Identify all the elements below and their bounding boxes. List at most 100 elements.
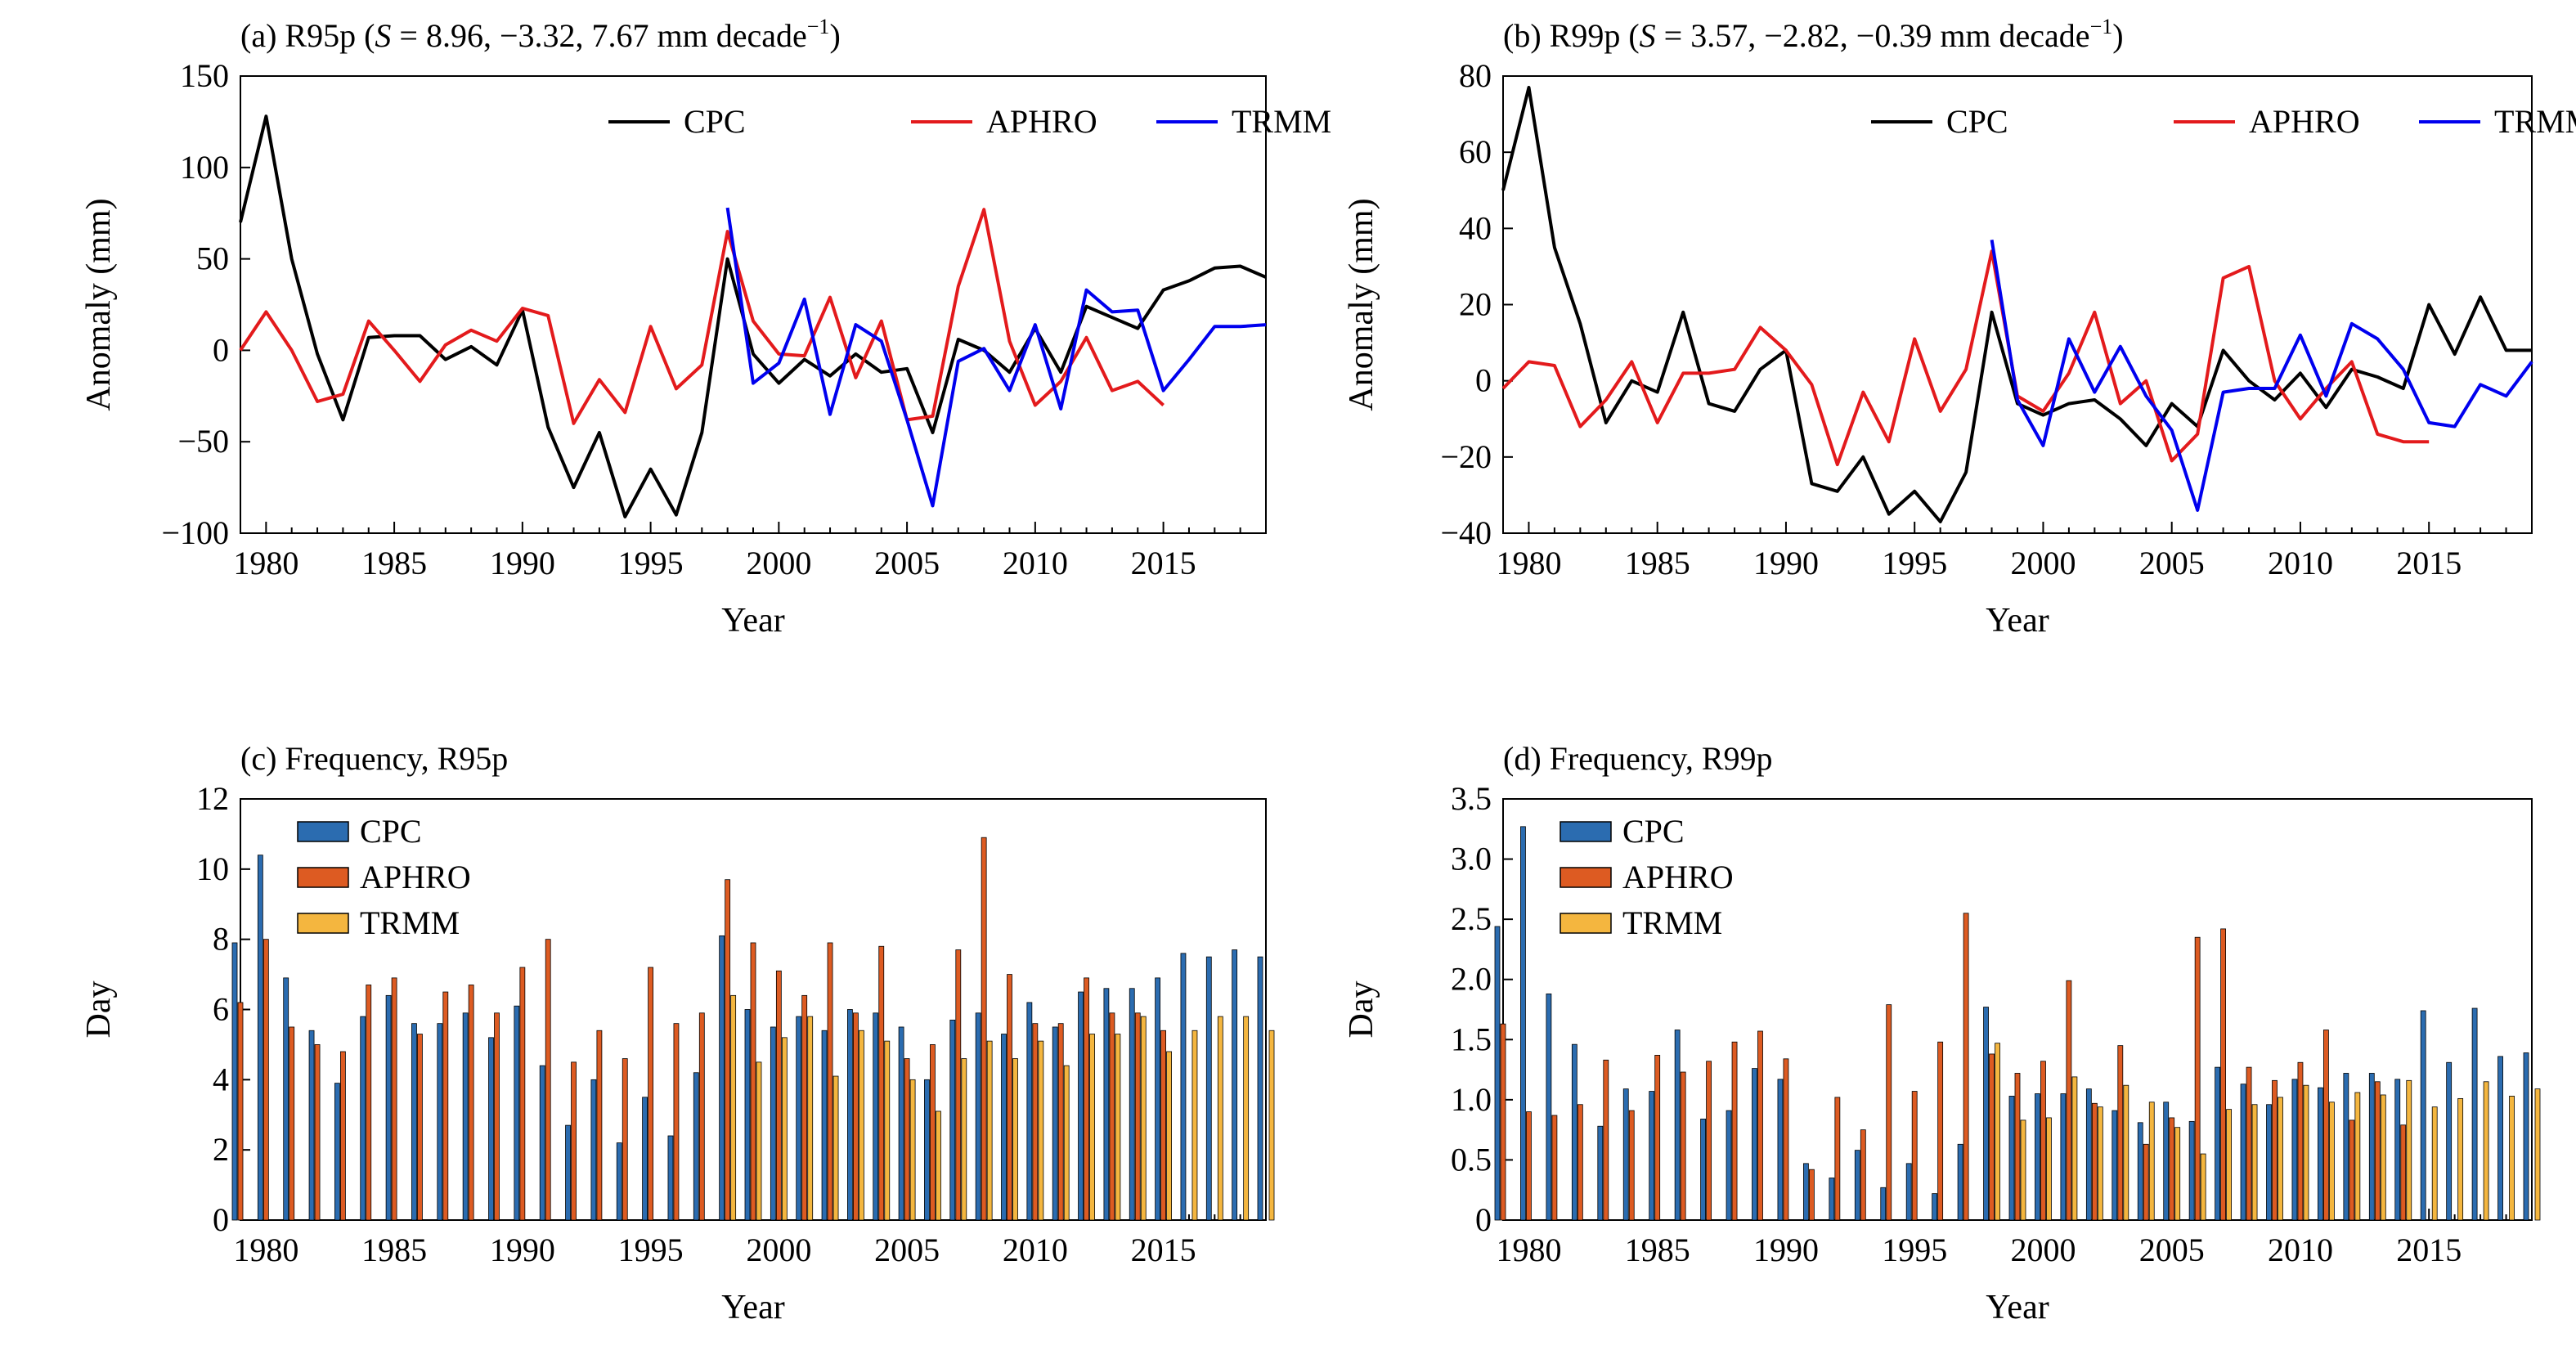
y-tick-label: −20 [1440,438,1492,475]
x-tick-label: 1985 [1625,1232,1690,1268]
x-tick-label: 1990 [1753,1232,1819,1268]
bar-aphro [2374,1081,2381,1221]
x-tick-label: 1985 [361,545,427,581]
bar-trmm [2457,1097,2464,1221]
x-tick-label: 1980 [1496,545,1561,581]
bar-cpc [1649,1091,1655,1221]
bar-aphro [1032,1023,1039,1221]
x-axis-label: Year [721,1289,784,1326]
y-tick-label: 0 [213,331,229,368]
x-tick-label: 1990 [1753,545,1819,581]
bar-cpc [1155,977,1160,1221]
legend-label-trmm: TRMM [360,904,460,941]
bar-aphro [519,967,526,1221]
x-tick-label: 2015 [1131,545,1196,581]
bar-cpc [1180,953,1187,1221]
bar-trmm [909,1079,916,1221]
bar-aphro [1134,1012,1141,1221]
bar-cpc [590,1079,597,1221]
bar-aphro [1084,977,1089,1221]
bar-aphro [1834,1097,1841,1221]
legend-label-trmm: TRMM [1232,103,1331,140]
x-tick-label: 2000 [2010,545,2076,581]
series-line-aphro [1501,249,2430,467]
bar-trmm [1217,1016,1223,1221]
bar-cpc [1001,1034,1007,1221]
bar-trmm [2097,1106,2103,1221]
x-axis-label: Year [1986,602,2049,639]
bar-aphro [1500,1023,1506,1221]
bar-cpc [308,1030,315,1221]
bar-cpc [1777,1079,1784,1221]
bar-cpc [616,1142,622,1221]
bar-cpc [1880,1187,1887,1221]
bar-cpc [2035,1093,2040,1221]
x-tick-label: 2000 [2010,1232,2076,1268]
bar-trmm [2354,1092,2361,1221]
bar-cpc [873,1012,879,1221]
legend-label-cpc: CPC [1946,103,2008,140]
bar-trmm [730,994,737,1221]
bar-cpc [1103,988,1110,1221]
legend-swatch-aphro [1560,867,1612,888]
bar-aphro [878,945,885,1221]
x-tick-label: 2015 [2396,545,2462,581]
y-tick-label: 1.0 [1451,1081,1492,1118]
bar-aphro [1680,1071,1686,1221]
bar-cpc [1546,993,1552,1221]
bar-aphro [237,1002,244,1221]
bar-aphro [853,1012,859,1221]
bar-trmm [884,1040,891,1221]
bar-cpc [642,1097,648,1221]
bar-aphro [2143,1143,2149,1221]
x-tick-label: 2005 [2139,1232,2205,1268]
bar-aphro [2297,1061,2304,1221]
bar-cpc [2188,1120,2195,1221]
bar-cpc [2291,1079,2298,1221]
y-tick-label: 0 [1475,362,1492,399]
legend-label-aphro: APHRO [2249,103,2360,140]
panel-c-r95p-frequency: (c) Frequency, R95p 0 2 4 6 8 10 12 1980 1985 1990… [80,740,1275,1326]
bar-aphro [1526,1111,1532,1221]
x-tick-label: 1990 [490,1232,555,1268]
y-axis-label: Day [80,981,118,1039]
bar-cpc [257,855,263,1221]
bar-aphro [2220,928,2227,1221]
bar-cpc [2112,1110,2118,1221]
legend-label-aphro: APHRO [986,103,1097,140]
bar-cpc [1700,1119,1707,1221]
legend-label-cpc: CPC [360,813,422,850]
bar-aphro [1577,1104,1583,1221]
x-tick-label: 1985 [361,1232,427,1268]
bar-trmm [2226,1109,2233,1221]
bar-aphro [2194,936,2201,1221]
x-tick-label: 1980 [1496,1232,1561,1268]
bar-aphro [2117,1045,2124,1221]
bar-cpc [1571,1043,1577,1221]
bar-cpc [821,1030,828,1221]
bar-trmm [961,1058,967,1221]
bar-cpc [796,1016,802,1221]
series-line-aphro [239,208,1165,425]
y-tick-label: −100 [161,514,229,551]
bar-aphro [468,985,474,1221]
x-tick-label: 1985 [1625,545,1690,581]
bar-aphro [750,942,756,1221]
title-text: ) [829,17,840,54]
title-superscript: −1 [2090,15,2113,38]
bar-cpc [1129,988,1135,1221]
bar-cpc [1205,956,1212,1221]
bar-cpc [2446,1061,2453,1221]
x-axis-label: Year [1986,1289,2049,1326]
bar-trmm [2534,1088,2541,1221]
bar-cpc [514,1005,520,1221]
x-tick-label: 2015 [2396,1232,2462,1268]
bar-cpc [2085,1088,2092,1221]
bar-cpc [231,942,238,1221]
title-text: ) [2112,17,2123,54]
bar-cpc [2317,1087,2323,1221]
legend-swatch-trmm [1560,913,1612,934]
bar-cpc [437,1023,443,1221]
title-italic: S [375,17,391,54]
bar-trmm [2380,1094,2386,1221]
